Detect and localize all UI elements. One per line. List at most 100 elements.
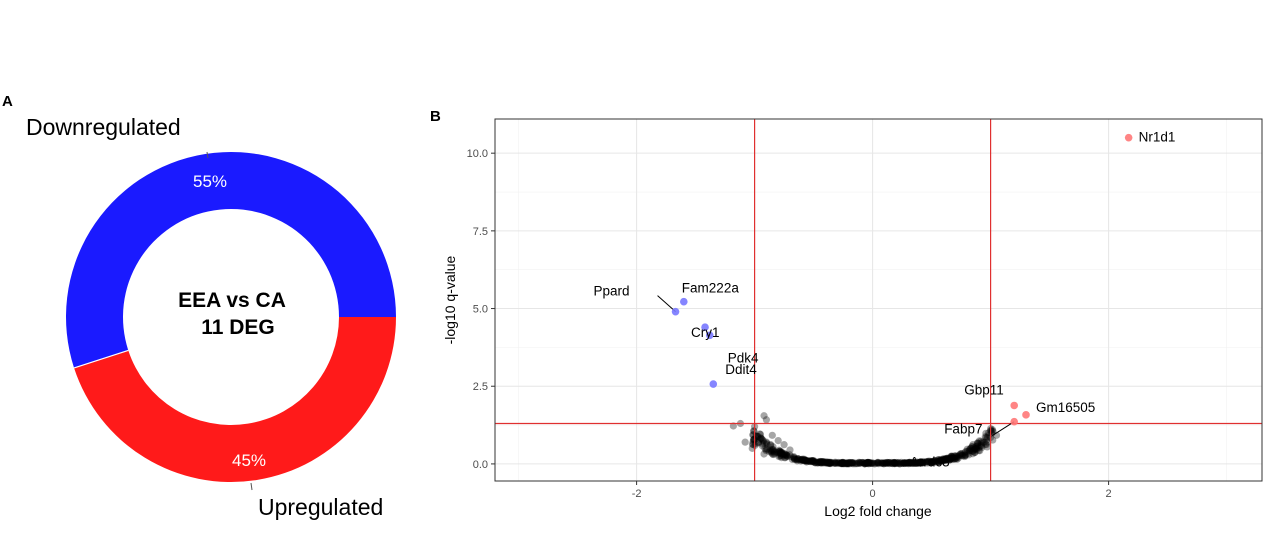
gene-label-gbp11: Gbp11 [964,382,1004,397]
data-point-nonsignificant [975,443,984,451]
data-point-nonsignificant [963,447,972,456]
data-point-nonsignificant [831,459,839,467]
data-point-nonsignificant [777,452,786,460]
data-point-nonsignificant [741,438,749,446]
data-point-nonsignificant [973,439,981,447]
data-point-nonsignificant [961,449,969,457]
data-point-nonsignificant [756,430,764,438]
data-point-nonsignificant [913,459,921,467]
data-point-nonsignificant [942,456,950,464]
data-point-nonsignificant [836,459,844,467]
data-point-nonsignificant [957,450,965,458]
data-point-nonsignificant [911,459,919,468]
data-point-nonsignificant [831,458,839,466]
data-point-nonsignificant [972,445,980,453]
data-point-nonsignificant [838,458,847,466]
data-point-nonsignificant [931,458,940,466]
data-point-nonsignificant [825,459,834,467]
y-axis-ticks: 0.0 2.5 5.0 7.5 10.0 [467,148,495,471]
data-point-nonsignificant [885,458,894,467]
data-point-nonsignificant [819,458,827,466]
data-point-nonsignificant [818,458,826,466]
data-point-nonsignificant [979,438,987,446]
data-point-nonsignificant [957,450,965,458]
data-point-nonsignificant [796,456,804,464]
data-point-nonsignificant [759,437,767,445]
data-point-nonsignificant [863,458,872,467]
data-point-nonsignificant [947,452,955,461]
data-point-nonsignificant [798,456,807,464]
data-point-nonsignificant [761,445,769,453]
data-point-nonsignificant [916,458,924,466]
data-point-nonsignificant [860,460,869,468]
data-point-nonsignificant [773,449,781,457]
pie-slice-downregulated [65,151,396,368]
data-point-nonsignificant [793,457,801,465]
data-point-nonsignificant [954,454,963,462]
data-point-nonsignificant [808,457,816,465]
data-point-nonsignificant [792,455,800,463]
data-point-pdk4 [705,331,714,340]
label-upregulated: Upregulated [258,494,383,520]
data-point-nonsignificant [778,450,786,458]
data-point-nonsignificant [844,459,852,468]
y-tick-label: 5.0 [473,304,488,316]
data-point-nonsignificant [842,460,850,468]
data-point-nonsignificant [862,459,870,467]
data-point-nonsignificant [917,458,925,466]
data-point-nonsignificant [766,441,775,449]
label-downregulated: Downregulated [26,114,181,140]
data-point-nonsignificant [892,458,901,467]
data-point-nonsignificant [890,459,898,467]
data-point-nonsignificant [815,458,823,467]
data-point-nonsignificant [817,459,825,467]
data-point-nonsignificant [935,456,944,464]
data-point-nonsignificant [758,442,766,450]
data-point-nonsignificant [768,447,777,455]
data-point-nonsignificant [935,457,943,466]
data-point-nonsignificant [902,459,910,467]
data-point-nonsignificant [950,452,959,460]
data-point-nonsignificant [806,457,814,465]
data-point-nonsignificant [767,449,776,457]
data-point-nonsignificant [852,459,860,467]
data-point-nonsignificant [832,459,840,467]
data-point-nonsignificant [945,454,954,462]
data-point-nonsignificant [958,451,966,459]
data-point-nonsignificant [831,459,840,467]
data-point-nonsignificant [757,434,765,442]
y-tick-label: 10.0 [467,148,488,160]
data-point-nonsignificant [885,459,893,467]
data-point-nonsignificant [951,453,959,461]
data-point-nonsignificant [899,459,907,468]
data-point-nonsignificant [983,443,991,451]
data-point-nonsignificant [807,457,815,465]
data-point-nonsignificant [918,459,926,467]
data-point-nonsignificant [806,457,814,466]
data-point-nonsignificant [972,443,980,451]
data-point-nonsignificant [937,456,945,464]
gene-label-arrdc3: Arrdc3 [910,454,950,469]
data-point-nonsignificant [845,460,853,468]
data-point-nonsignificant [914,459,923,467]
data-point-nonsignificant [858,458,867,467]
leader-line-downregulated [206,151,209,159]
panel-letter-a: A [2,93,13,110]
data-point-nonsignificant [941,456,949,464]
data-point-nonsignificant [952,453,960,461]
data-point-nonsignificant [793,456,801,464]
data-point-nonsignificant [947,454,956,462]
data-point-nonsignificant [927,458,935,467]
data-point-nonsignificant [810,457,818,465]
data-point-nonsignificant [952,454,960,463]
data-point-nonsignificant [827,459,836,467]
data-point-nonsignificant [938,457,946,465]
data-point-nonsignificant [916,458,924,466]
data-point-nonsignificant [768,450,777,458]
data-point-nonsignificant [911,459,919,467]
data-point-nonsignificant [965,445,974,454]
data-point-nonsignificant [904,459,913,467]
data-point-nonsignificant [769,445,777,453]
data-point-nonsignificant [901,459,909,467]
data-point-nonsignificant [777,454,786,462]
